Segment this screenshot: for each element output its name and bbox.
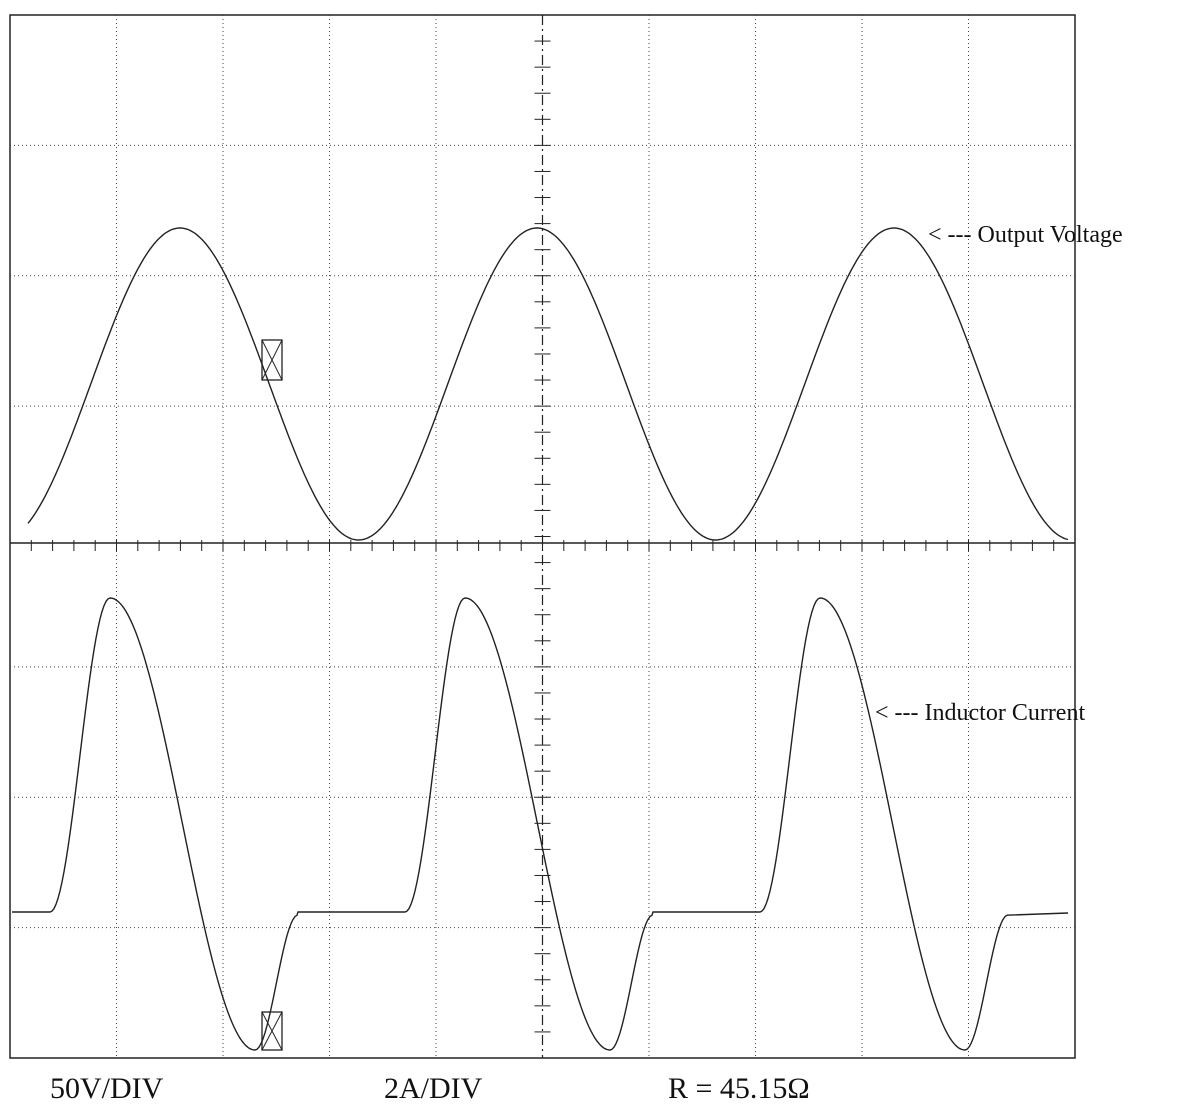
cursor-marker — [261, 339, 283, 381]
graticule — [9, 14, 1076, 1058]
resistance: R = 45.15Ω — [668, 1072, 810, 1105]
cursor-cross — [261, 1011, 283, 1051]
output-voltage-label: < --- Output Voltage — [928, 222, 1123, 248]
cursor-cross — [261, 339, 283, 381]
output-voltage-trace — [27, 227, 1069, 541]
inductor-current-label: < --- Inductor Current — [875, 700, 1085, 726]
cursor-markers — [261, 339, 283, 1051]
inductor-current-trace — [12, 597, 1069, 1051]
current-scale: 2A/DIV — [384, 1072, 483, 1105]
cursor-marker — [261, 1011, 283, 1051]
voltage-scale: 50V/DIV — [50, 1072, 164, 1105]
